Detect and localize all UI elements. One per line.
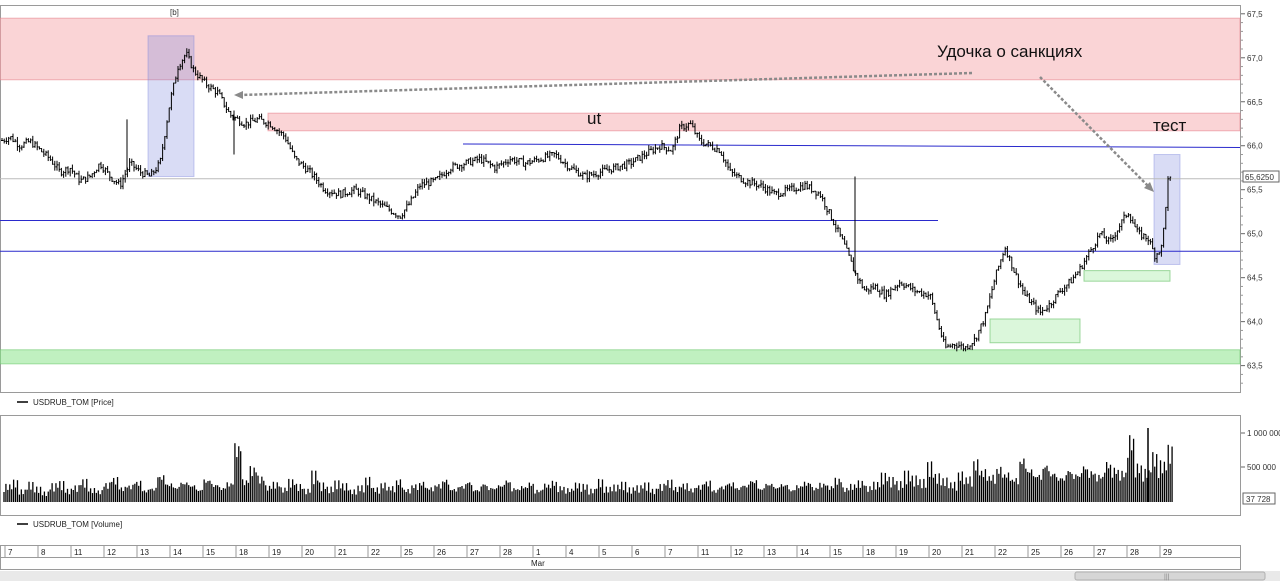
date-label: 14	[800, 548, 809, 557]
date-label: 12	[734, 548, 743, 557]
arrow-head-left	[234, 91, 243, 99]
resistance-zone-top	[0, 17, 1241, 81]
volume-bars	[3, 428, 1173, 502]
current-price-box	[1242, 170, 1280, 183]
date-label: 13	[140, 548, 149, 557]
date-label: 27	[470, 548, 479, 557]
price-pane	[0, 5, 1241, 393]
date-label: 21	[338, 548, 347, 557]
date-label: 25	[1031, 548, 1040, 557]
date-label: 20	[305, 548, 314, 557]
date-label: 7	[8, 548, 13, 557]
date-label: 19	[272, 548, 281, 557]
date-label: 5	[602, 548, 607, 557]
date-label: 18	[866, 548, 875, 557]
period-marker: [b]	[170, 8, 179, 17]
price-tick-label: 64,5	[1247, 274, 1263, 283]
date-label: 7	[668, 548, 673, 557]
date-label: 13	[767, 548, 776, 557]
horizontal-scrollbar[interactable]	[0, 571, 1280, 581]
date-label: 22	[998, 548, 1007, 557]
date-label: 4	[569, 548, 574, 557]
price-legend: USDRUB_TOM [Price]	[33, 398, 114, 407]
volume-axis: 1 000 000 500 000 37 728	[1241, 429, 1280, 505]
date-label: 19	[899, 548, 908, 557]
arrow-head-right	[1144, 182, 1154, 192]
price-tick-label: 65,5	[1247, 186, 1263, 195]
date-label: 28	[503, 548, 512, 557]
date-label: 12	[107, 548, 116, 557]
date-label: 15	[833, 548, 842, 557]
date-label: 26	[1064, 548, 1073, 557]
price-tick-label: 66,0	[1247, 142, 1263, 151]
annotation-test: тест	[1153, 116, 1187, 135]
level-line-upper	[462, 143, 1241, 148]
date-label: 25	[404, 548, 413, 557]
date-label: 26	[437, 548, 446, 557]
highlight-zones	[0, 17, 1241, 365]
current-volume-box	[1242, 492, 1276, 505]
date-label: 14	[173, 548, 182, 557]
annotation-main: Удочка о санкциях	[937, 42, 1083, 61]
date-label: 21	[965, 548, 974, 557]
price-tick-label: 65,0	[1247, 230, 1263, 239]
price-tick-label: 64,0	[1247, 318, 1263, 327]
date-label: 8	[41, 548, 46, 557]
support-zone-small-1	[989, 318, 1081, 344]
date-axis	[0, 545, 1241, 558]
date-label: 28	[1130, 548, 1139, 557]
highlight-box-right	[1153, 154, 1181, 265]
date-label: 1	[536, 548, 541, 557]
volume-tick-1m: 1 000 000	[1247, 429, 1280, 438]
scrollbar-thumb[interactable]	[1074, 571, 1266, 581]
date-label: 20	[932, 548, 941, 557]
price-tick-label: 67,0	[1247, 54, 1263, 63]
price-tick-label: 67,5	[1247, 10, 1263, 19]
date-label: 27	[1097, 548, 1106, 557]
month-axis	[0, 557, 1241, 570]
date-label: 6	[635, 548, 640, 557]
price-bars	[1, 48, 1172, 352]
price-tick-label: 66,5	[1247, 98, 1263, 107]
annotation-arrows	[234, 71, 1154, 192]
date-label: 15	[206, 548, 215, 557]
date-label: 29	[1163, 548, 1172, 557]
support-zone-small-2	[1083, 270, 1171, 282]
date-labels: 7 8 11 12 13 14 15 18 19 20 21 22 25 26 27 28 1 4 5 6 7 11 12 1…	[4, 546, 1172, 557]
date-label: 22	[371, 548, 380, 557]
resistance-zone-mid	[267, 112, 1241, 132]
current-volume-label: 37 728	[1246, 495, 1271, 504]
volume-legend: USDRUB_TOM [Volume]	[33, 520, 122, 529]
volume-pane	[0, 415, 1241, 516]
annotation-ut: ut	[587, 109, 601, 128]
volume-tick-500k: 500 000	[1247, 463, 1276, 472]
date-label: 11	[701, 548, 710, 557]
support-zone-bottom	[0, 349, 1241, 365]
date-label: 11	[74, 548, 83, 557]
scrollbar-grip-icon: |||	[1164, 574, 1170, 581]
current-price-label: 65,6250	[1245, 173, 1274, 182]
level-lines	[0, 143, 1241, 252]
price-tick-label: 63,5	[1247, 362, 1263, 371]
month-label: Mar	[531, 559, 545, 568]
price-axis: 67,5 67,0 66,5 66,0 65,5 65,0 64,5 64,0 63,5	[1241, 10, 1263, 384]
date-label: 18	[239, 548, 248, 557]
